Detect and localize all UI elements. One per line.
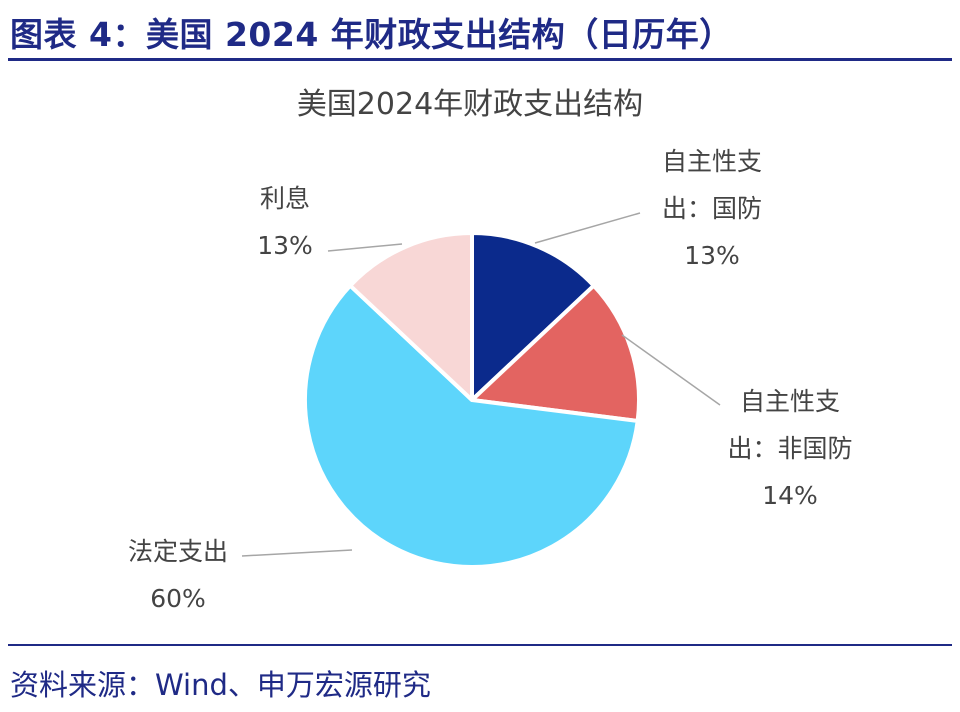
top-divider [8,58,952,61]
chart-title: 美国2024年财政支出结构 [297,87,643,122]
leader-lines [241,212,721,557]
bottom-divider [8,644,952,646]
pie-slice-interest [348,231,474,402]
data-label-line: 自主性支 [662,147,762,176]
data-label-line: 法定支出 [128,537,228,566]
pie-slices [303,231,641,569]
leader-line-defense [534,212,641,244]
data-label-line: 出：非国防 [727,434,852,463]
leader-line-interest [327,243,403,252]
data-label-line: 13% [257,231,313,260]
data-label-nondefense: 自主性支出：非国防 14% [727,387,852,510]
data-labels: 自主性支出：国防 13%自主性支出：非国防 14%法定支出 60%利息 13% [128,147,853,613]
leader-line-mandatory [241,549,353,557]
data-label-interest: 利息 13% [257,184,313,260]
leader-line-nondefense [621,334,721,406]
data-label-line: 利息 [260,184,310,213]
data-label-defense: 自主性支出：国防 13% [662,147,762,270]
pie-slice-defense [470,231,596,402]
figure-title: 图表 4：美国 2024 年财政支出结构（日历年） [10,15,733,54]
source-note: 资料来源：Wind、申万宏源研究 [10,668,431,702]
data-label-line: 自主性支 [740,387,840,416]
data-label-line: 出：国防 [662,194,762,223]
pie-slice-mandatory [303,283,640,569]
data-label-mandatory: 法定支出 60% [128,537,228,613]
data-label-line: 60% [150,584,206,613]
pie-slice-nondefense [470,283,641,423]
data-label-line: 14% [762,481,818,510]
data-label-line: 13% [684,241,740,270]
